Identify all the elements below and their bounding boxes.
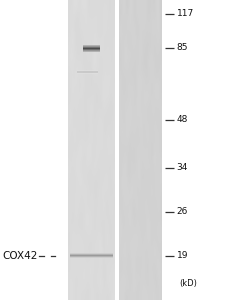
Text: 117: 117 [177, 9, 194, 18]
Text: 34: 34 [177, 164, 188, 172]
Text: COX42: COX42 [2, 250, 38, 261]
Text: 26: 26 [177, 207, 188, 216]
Text: (kD): (kD) [179, 279, 197, 288]
Text: 19: 19 [177, 251, 188, 260]
Bar [115, 0, 119, 300]
Text: 85: 85 [177, 44, 188, 52]
Text: 48: 48 [177, 116, 188, 124]
